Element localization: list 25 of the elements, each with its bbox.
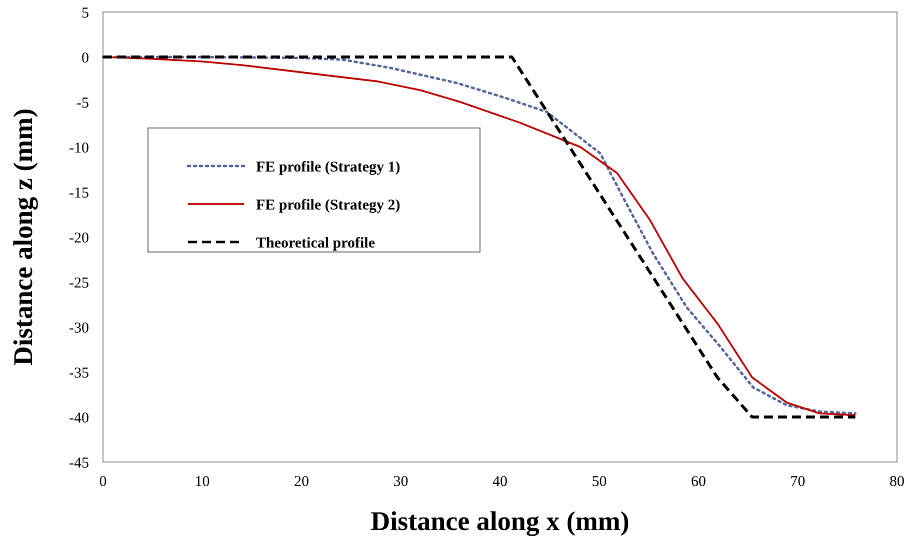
x-tick-label: 20 bbox=[294, 474, 309, 490]
x-axis-title: Distance along x (mm) bbox=[370, 506, 630, 536]
x-tick-label: 40 bbox=[492, 474, 508, 490]
y-tick-label: -40 bbox=[69, 410, 89, 426]
x-tick-label: 50 bbox=[592, 474, 607, 490]
y-tick-label: -25 bbox=[69, 275, 89, 292]
legend-label: FE profile (Strategy 2) bbox=[256, 197, 400, 214]
y-tick-label: -15 bbox=[69, 185, 89, 202]
y-tick-label: 5 bbox=[82, 5, 89, 22]
x-tick-label: 0 bbox=[99, 474, 107, 490]
y-tick-label: -30 bbox=[69, 320, 89, 336]
legend-label: FE profile (Strategy 1) bbox=[256, 159, 400, 176]
y-axis-title: Distance along z (mm) bbox=[8, 108, 38, 366]
x-tick-label: 10 bbox=[194, 474, 210, 490]
x-tick-label: 60 bbox=[691, 474, 706, 490]
x-tick-label: 70 bbox=[790, 474, 806, 490]
x-tick-label: 30 bbox=[393, 474, 408, 490]
y-tick-label: -35 bbox=[69, 365, 89, 382]
x-tick-label: 80 bbox=[890, 474, 904, 490]
y-tick-label: -10 bbox=[69, 140, 89, 156]
y-tick-label: -20 bbox=[69, 230, 89, 246]
legend-label: Theoretical profile bbox=[256, 235, 376, 252]
y-tick-label: -45 bbox=[69, 455, 89, 472]
y-tick-label: 0 bbox=[82, 50, 89, 66]
y-tick-label: -5 bbox=[76, 95, 89, 112]
